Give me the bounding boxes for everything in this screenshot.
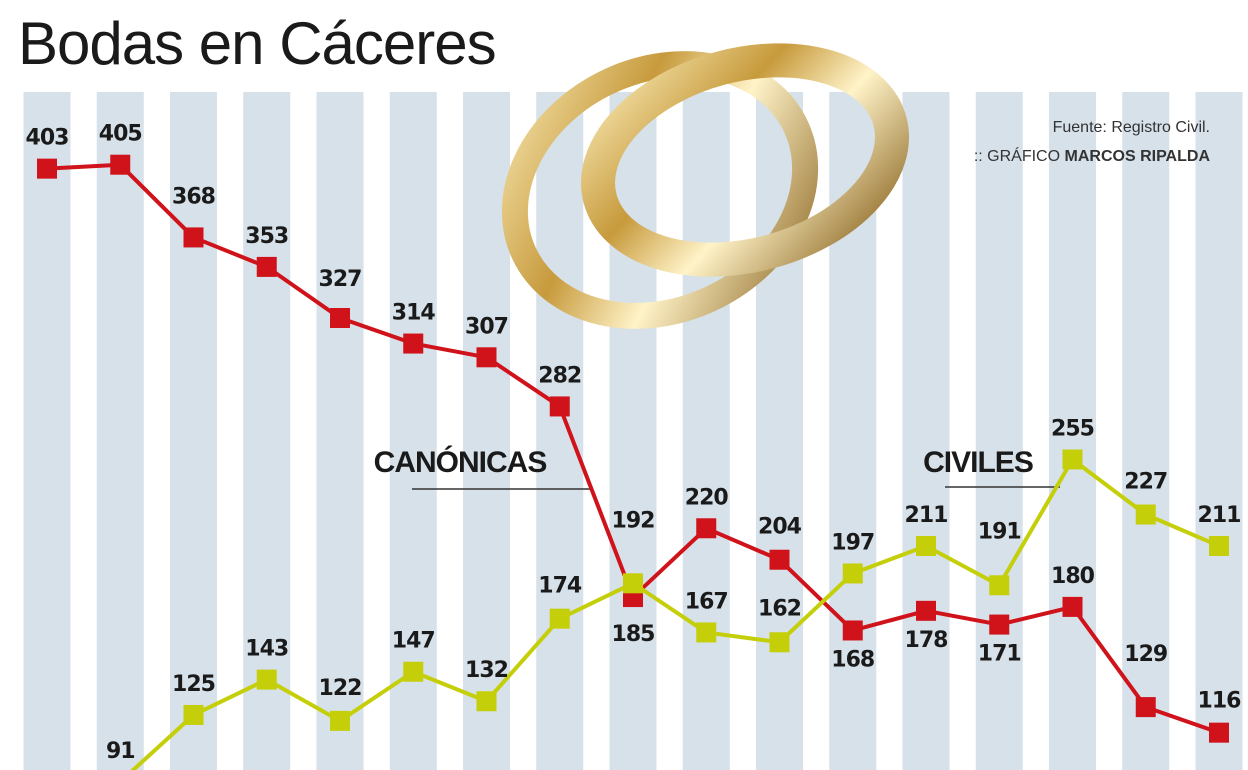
marker	[1135, 504, 1156, 525]
marker	[1062, 449, 1083, 470]
marker	[1062, 596, 1083, 617]
marker	[916, 535, 936, 556]
series-line	[130, 457, 1220, 770]
data-labels: 403 405 368 353 327 314 307 282 185 220 204 168 178 1…	[26, 122, 1243, 764]
marker	[696, 622, 717, 643]
credit-name: MARCOS RIPALDA	[1065, 148, 1211, 165]
marker	[110, 154, 131, 175]
data-label: 307	[465, 314, 508, 339]
stripe	[243, 92, 291, 770]
stripe	[96, 92, 144, 770]
data-label: 327	[319, 267, 362, 292]
marker	[476, 691, 497, 712]
stripe	[609, 92, 657, 770]
data-label: 220	[685, 485, 729, 510]
plot-area	[37, 154, 1229, 770]
marker	[330, 710, 350, 731]
data-label: 197	[831, 530, 874, 555]
data-label: 143	[245, 637, 288, 662]
data-label: 168	[831, 647, 874, 672]
stripe	[23, 92, 71, 770]
stripe	[902, 92, 950, 770]
data-label: 132	[465, 658, 508, 683]
marker	[769, 632, 790, 653]
stripe	[1195, 92, 1243, 770]
marker	[183, 704, 204, 725]
data-label: 211	[905, 503, 948, 528]
data-label: 125	[172, 672, 215, 697]
stripe	[536, 92, 584, 770]
marker	[256, 669, 277, 690]
data-label: 174	[538, 574, 582, 599]
data-label: 353	[245, 224, 288, 249]
marker	[1209, 722, 1229, 743]
marker	[842, 563, 863, 584]
data-label: 191	[978, 519, 1021, 544]
legend-label: CIVILES	[923, 446, 1033, 479]
data-label: 227	[1124, 470, 1167, 495]
stripe	[682, 92, 730, 770]
marker	[549, 608, 570, 629]
data-label: 171	[978, 642, 1021, 667]
stripe	[316, 92, 364, 770]
marker	[916, 600, 936, 621]
marker	[183, 227, 204, 248]
chart-title: Bodas en Cáceres	[18, 10, 496, 77]
data-label: 122	[319, 676, 362, 701]
data-label: 91	[106, 739, 135, 764]
marker	[549, 396, 570, 417]
marker	[842, 620, 863, 641]
data-label: 178	[905, 628, 948, 653]
data-label: 211	[1198, 503, 1241, 528]
rings-illustration	[501, 43, 909, 329]
data-label: 204	[758, 515, 802, 540]
marker	[769, 549, 790, 570]
data-label: 255	[1051, 416, 1094, 441]
stripe	[170, 92, 217, 770]
data-label: 282	[538, 363, 581, 388]
marker	[696, 518, 717, 539]
marker	[403, 661, 424, 682]
marker	[1135, 697, 1156, 718]
data-label: 180	[1051, 564, 1095, 589]
marker	[623, 573, 643, 594]
credit-label: :: GRÁFICO	[974, 146, 1060, 165]
stripe	[1049, 92, 1096, 770]
data-label: 162	[758, 596, 801, 621]
marker	[37, 158, 57, 179]
stripe	[975, 92, 1023, 770]
credit: :: GRÁFICO MARCOS RIPALDA	[974, 146, 1211, 165]
data-label: 314	[392, 301, 436, 326]
background-stripes	[23, 92, 1243, 770]
data-label: 192	[612, 508, 655, 533]
data-label: 147	[392, 629, 435, 654]
stripe	[389, 92, 437, 770]
data-label: 405	[99, 122, 142, 147]
marker	[989, 575, 1010, 596]
data-label: 167	[685, 589, 728, 614]
stripe	[1122, 92, 1170, 770]
data-label: 185	[612, 622, 655, 647]
data-label: 129	[1124, 642, 1167, 667]
marker	[256, 256, 277, 277]
marker	[403, 333, 424, 354]
marker	[989, 614, 1010, 635]
data-label: 116	[1198, 689, 1242, 714]
data-label: 403	[26, 126, 69, 151]
legend-label: CANÓNICAS	[374, 445, 547, 479]
marker	[330, 308, 350, 328]
data-label: 368	[172, 184, 215, 209]
marker	[476, 347, 497, 368]
marker	[1209, 535, 1229, 556]
source: Fuente: Registro Civil.	[1053, 119, 1210, 136]
